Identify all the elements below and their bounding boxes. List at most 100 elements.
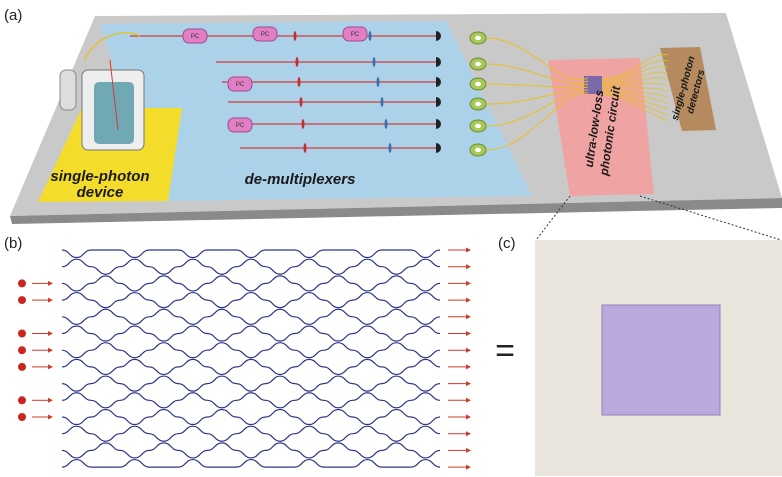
fiber-coupler-hole bbox=[475, 147, 481, 153]
demux-region bbox=[100, 21, 532, 201]
arrow-head bbox=[48, 297, 53, 303]
device-label: single-photon bbox=[50, 168, 149, 185]
arrow-head bbox=[466, 414, 471, 420]
waveplate bbox=[303, 143, 307, 153]
arrow-head bbox=[466, 297, 471, 303]
equals-sign: = bbox=[495, 332, 515, 370]
pump-beam bbox=[109, 59, 119, 131]
cryostat-window bbox=[94, 82, 134, 144]
device-label: device bbox=[77, 184, 124, 201]
photon bbox=[18, 396, 26, 405]
pc-label: PC bbox=[351, 32, 360, 38]
fiber bbox=[601, 88, 669, 98]
fiber bbox=[601, 89, 669, 104]
arrow-head bbox=[48, 280, 53, 286]
pc-label: PC bbox=[261, 32, 270, 38]
polarization-controller bbox=[227, 76, 253, 92]
waveplate bbox=[372, 57, 376, 67]
panel-label: (c) bbox=[498, 235, 516, 252]
polarization-controller bbox=[182, 28, 208, 44]
fiber bbox=[601, 65, 669, 82]
detector-mount bbox=[436, 77, 441, 87]
polarization-controller bbox=[342, 26, 368, 42]
demux-label: de-multiplexers bbox=[245, 171, 356, 188]
detector-mount bbox=[436, 97, 441, 107]
photon bbox=[18, 362, 26, 371]
photon bbox=[18, 346, 26, 355]
chip bbox=[584, 76, 602, 94]
waveguide bbox=[61, 442, 441, 459]
panel-label: (a) bbox=[4, 7, 22, 24]
photon bbox=[18, 296, 26, 305]
polarization-controller bbox=[227, 117, 253, 133]
fiber bbox=[485, 92, 589, 151]
detector-mount bbox=[436, 119, 441, 129]
arrow-head bbox=[466, 447, 471, 453]
fiber bbox=[601, 94, 669, 122]
fiber-coupler-hole bbox=[475, 123, 481, 129]
photon bbox=[18, 413, 26, 421]
waveguide bbox=[61, 291, 441, 309]
panel-label: (b) bbox=[4, 235, 22, 252]
fiber bbox=[485, 89, 589, 127]
pc-label: PC bbox=[236, 82, 245, 88]
arrow-head bbox=[466, 431, 471, 437]
waveplate bbox=[368, 31, 372, 41]
fiber bbox=[485, 37, 589, 81]
fiber-coupler-hole bbox=[475, 81, 481, 87]
device-region bbox=[38, 108, 182, 202]
arrow-head bbox=[48, 364, 53, 370]
arrow-head bbox=[466, 347, 471, 353]
fiber bbox=[485, 83, 589, 88]
waveguide bbox=[61, 358, 441, 376]
table-edge bbox=[10, 198, 782, 224]
fiber bbox=[601, 54, 669, 79]
pc-label: PC bbox=[191, 34, 200, 40]
fiber bbox=[601, 59, 669, 80]
detector-mount bbox=[436, 143, 441, 153]
arrow-head bbox=[466, 397, 471, 403]
fiber bbox=[601, 91, 669, 110]
waveplate bbox=[380, 97, 384, 107]
arrow-head bbox=[48, 347, 53, 353]
arrow-head bbox=[466, 264, 471, 270]
waveplate bbox=[295, 57, 299, 67]
photon bbox=[18, 329, 26, 338]
detector-box bbox=[660, 47, 716, 131]
waveplate bbox=[388, 143, 392, 153]
fiber bbox=[601, 77, 669, 85]
arrow-head bbox=[466, 464, 471, 470]
waveplate bbox=[297, 77, 301, 87]
waveguide bbox=[61, 325, 441, 342]
arrow-head bbox=[48, 414, 53, 420]
arrow-head bbox=[466, 280, 471, 286]
fiber bbox=[601, 82, 669, 87]
fiber bbox=[485, 63, 589, 84]
fiber-coupler-hole bbox=[475, 61, 481, 67]
waveguide bbox=[61, 425, 441, 442]
fiber-coupler-hole bbox=[475, 35, 481, 41]
photo-chip bbox=[601, 304, 721, 416]
fiber-coupler-hole bbox=[475, 101, 481, 107]
waveplate bbox=[376, 77, 380, 87]
fiber bbox=[601, 86, 669, 92]
zoom-line bbox=[639, 195, 782, 241]
waveguide bbox=[61, 408, 441, 426]
laser bbox=[59, 69, 77, 111]
waveguide bbox=[61, 308, 441, 325]
fiber bbox=[601, 71, 669, 83]
arrow-head bbox=[48, 331, 53, 336]
waveplate bbox=[293, 31, 297, 41]
arrow-head bbox=[466, 381, 471, 387]
arrow-head bbox=[48, 397, 53, 403]
fiber bbox=[601, 92, 669, 116]
waveguide bbox=[61, 458, 441, 468]
waveguide bbox=[61, 258, 441, 275]
polarization-controller bbox=[252, 26, 278, 42]
waveguide bbox=[61, 392, 441, 409]
photon bbox=[18, 279, 26, 288]
waveguide bbox=[61, 342, 441, 359]
waveguide bbox=[61, 249, 441, 259]
